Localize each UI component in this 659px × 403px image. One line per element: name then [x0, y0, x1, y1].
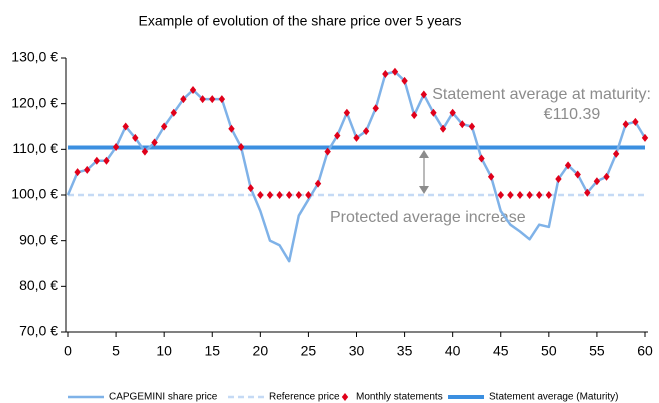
- y-tick-label: 80,0 €: [19, 277, 58, 293]
- y-tick-label: 120,0 €: [11, 94, 58, 110]
- statement-marker: [536, 191, 543, 199]
- statement-marker: [305, 191, 312, 199]
- statement-marker: [545, 191, 553, 199]
- statement-marker: [285, 191, 293, 199]
- legend-label: Reference price: [269, 392, 340, 403]
- statement-marker: [632, 117, 639, 126]
- legend-label: CAPGEMINI share price: [109, 392, 218, 403]
- statement-marker: [247, 184, 254, 193]
- annotation: €110.39: [544, 106, 601, 123]
- statement-marker: [189, 85, 197, 94]
- statement-marker: [459, 120, 466, 129]
- statement-marker: [228, 124, 235, 133]
- chart-title: Example of evolution of the share price …: [139, 13, 462, 29]
- statement-marker: [93, 156, 101, 165]
- statement-marker: [430, 108, 437, 117]
- statement-marker: [160, 122, 168, 131]
- y-tick-label: 110,0 €: [12, 140, 58, 156]
- x-tick-label: 45: [493, 343, 509, 359]
- x-tick-label: 10: [156, 343, 172, 359]
- statement-marker: [218, 95, 226, 104]
- statement-marker: [84, 165, 91, 174]
- statement-marker: [420, 90, 428, 99]
- annotation: Protected average increase: [330, 209, 526, 226]
- x-tick-label: 0: [64, 343, 72, 359]
- statement-marker: [314, 179, 322, 188]
- statement-marker: [343, 108, 351, 117]
- statement-marker: [555, 175, 562, 184]
- x-tick-label: 55: [589, 343, 605, 359]
- statement-marker: [593, 177, 601, 186]
- statement-marker: [516, 191, 524, 199]
- x-tick-label: 15: [204, 343, 220, 359]
- statement-marker: [478, 154, 485, 163]
- x-tick-label: 35: [397, 343, 413, 359]
- y-tick-label: 130,0 €: [11, 49, 58, 65]
- statement-marker: [622, 120, 629, 129]
- statement-marker: [401, 76, 408, 85]
- x-tick-label: 30: [349, 343, 365, 359]
- x-tick-label: 25: [301, 343, 317, 359]
- statement-marker: [324, 147, 331, 156]
- statement-marker: [468, 122, 476, 131]
- statement-marker: [382, 69, 389, 78]
- statement-marker: [574, 170, 581, 179]
- y-tick-label: 100,0 €: [11, 186, 58, 202]
- statement-marker: [526, 191, 533, 199]
- statement-marker: [122, 122, 129, 131]
- statement-marker: [362, 127, 370, 136]
- statement-marker: [209, 95, 216, 104]
- statement-marker: [612, 149, 620, 158]
- statement-marker: [132, 133, 139, 142]
- x-tick-label: 60: [637, 343, 653, 359]
- statement-marker: [199, 95, 206, 104]
- statement-marker: [584, 188, 591, 197]
- legend-label: Monthly statements: [356, 392, 443, 403]
- statement-marker: [170, 108, 177, 117]
- statement-marker: [487, 172, 495, 181]
- y-tick-label: 90,0 €: [19, 231, 58, 247]
- annotation: Statement average at maturity:: [432, 86, 651, 103]
- statement-marker: [353, 133, 360, 142]
- statement-marker: [141, 147, 149, 156]
- statement-marker: [564, 161, 572, 170]
- statement-marker: [334, 131, 341, 140]
- statement-marker: [603, 172, 610, 181]
- legend-item: CAPGEMINI share price: [68, 392, 218, 403]
- statement-marker: [295, 191, 302, 199]
- statement-marker: [411, 111, 418, 120]
- legend-item: Reference price: [228, 392, 340, 403]
- y-tick-label: 70,0 €: [19, 323, 58, 339]
- statement-marker: [391, 67, 399, 76]
- legend-swatch: [341, 393, 349, 401]
- statement-marker: [257, 191, 264, 199]
- statement-marker: [497, 191, 504, 199]
- statement-marker: [449, 108, 456, 117]
- x-tick-label: 40: [445, 343, 461, 359]
- statement-marker: [112, 143, 120, 152]
- statement-marker: [237, 143, 245, 152]
- statement-marker: [507, 191, 514, 199]
- legend-item: Statement average (Maturity): [448, 392, 619, 403]
- legend-item: Monthly statements: [341, 392, 443, 403]
- statement-marker: [180, 95, 187, 104]
- statement-marker: [372, 104, 379, 113]
- x-tick-label: 5: [112, 343, 120, 359]
- legend-label: Statement average (Maturity): [489, 392, 619, 403]
- x-tick-label: 20: [253, 343, 269, 359]
- statement-marker: [641, 133, 649, 142]
- statement-marker: [266, 191, 274, 199]
- statement-marker: [151, 138, 158, 147]
- arrow: [419, 150, 429, 194]
- statement-marker: [74, 168, 81, 177]
- statement-marker: [439, 124, 447, 133]
- statement-marker: [276, 191, 283, 199]
- x-tick-label: 50: [541, 343, 557, 359]
- statement-marker: [103, 156, 110, 165]
